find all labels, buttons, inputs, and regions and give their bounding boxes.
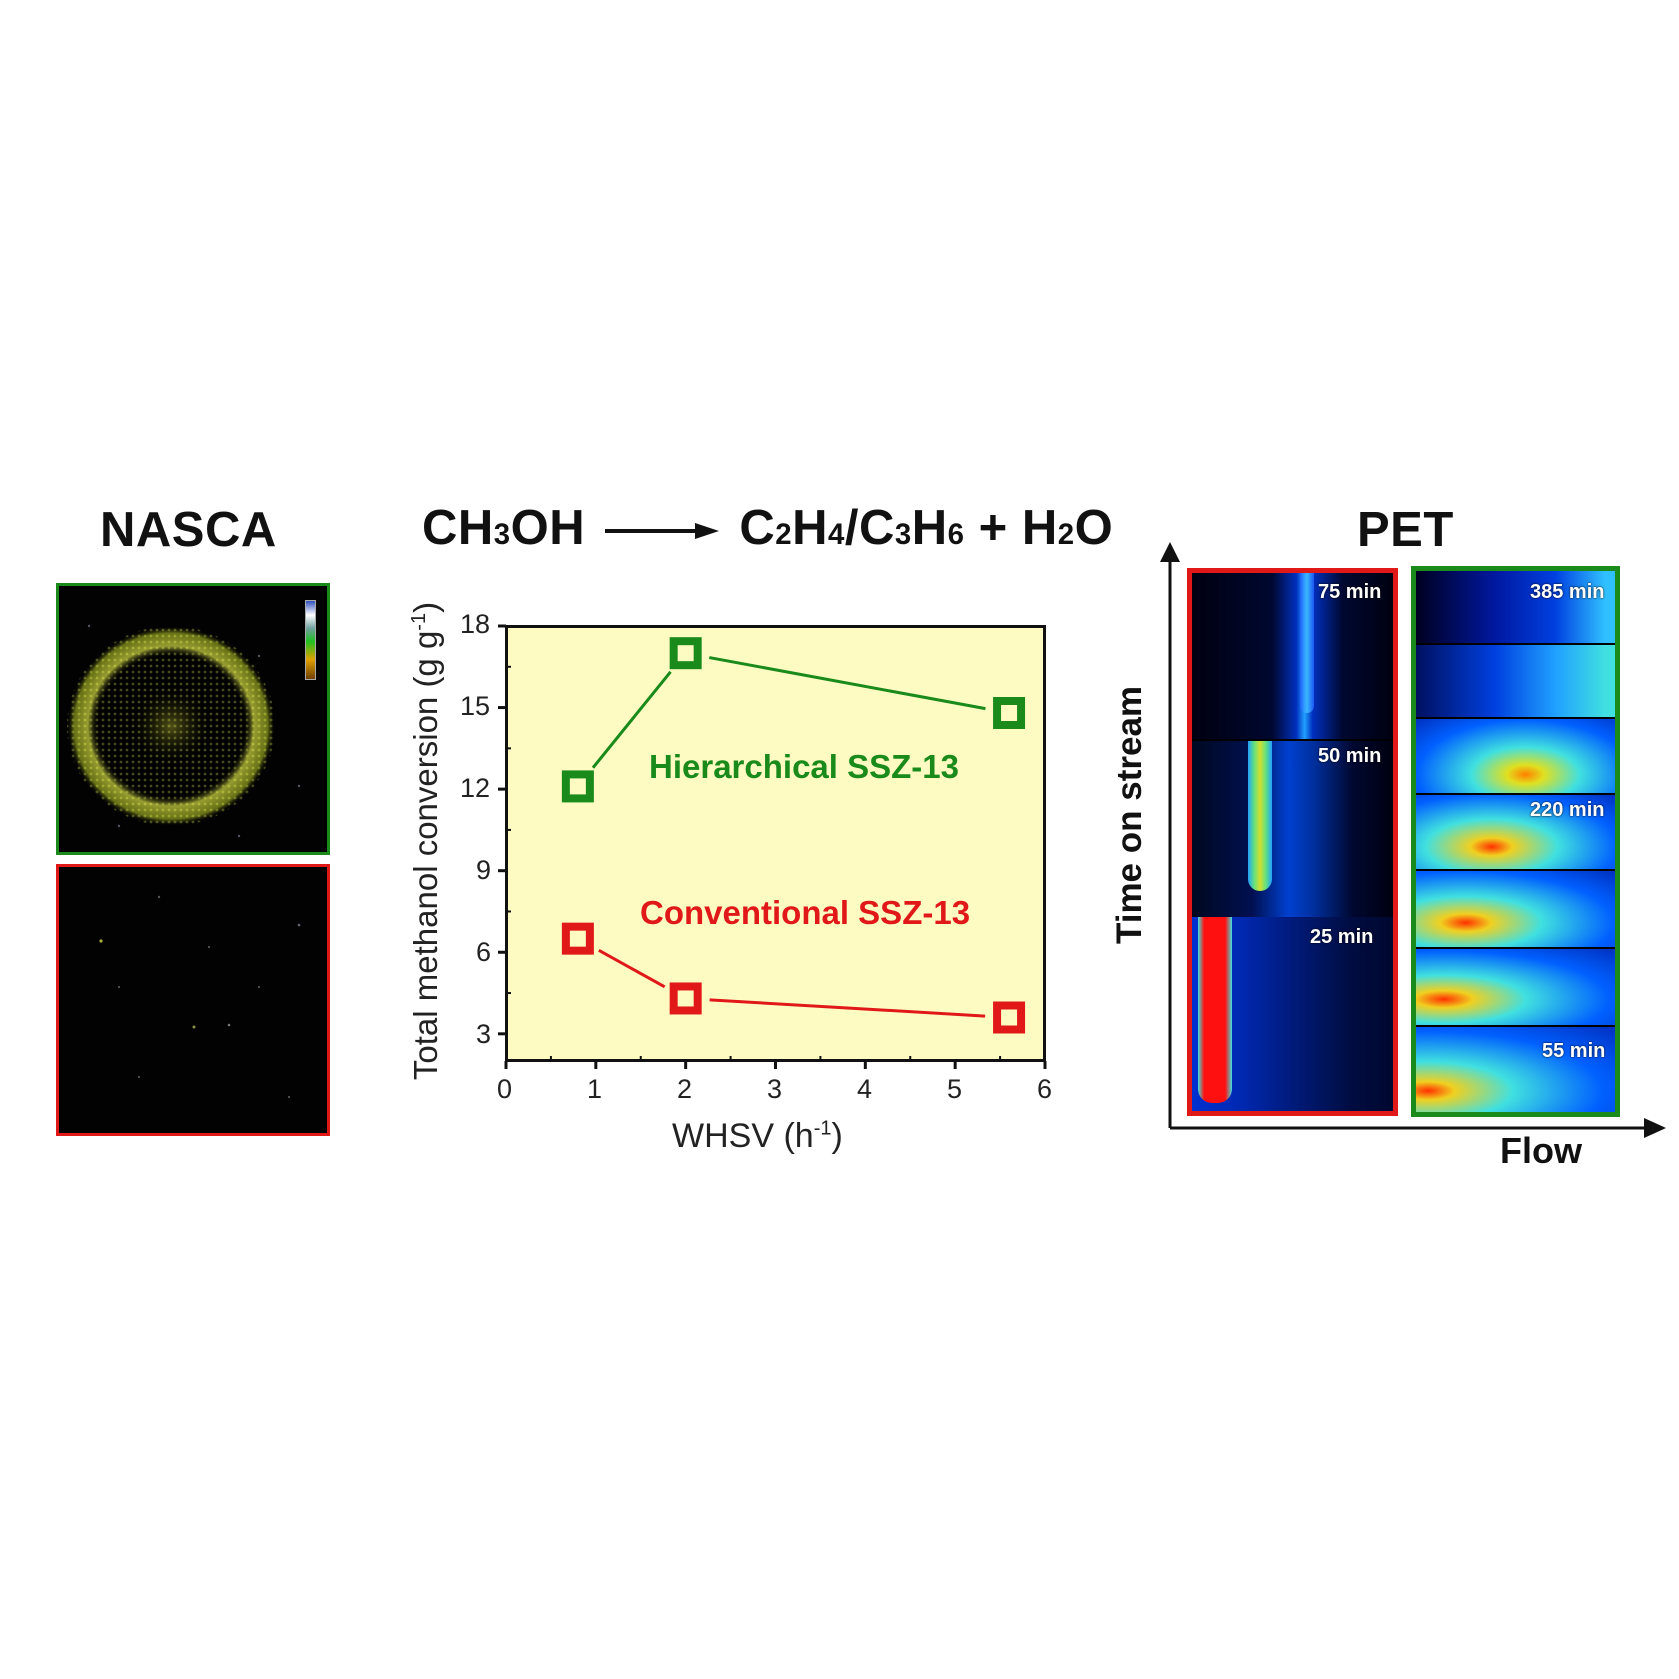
- data-point-marker: [993, 697, 1026, 729]
- pet-conv-label-50: 50 min: [1318, 745, 1382, 767]
- pet-title: PET: [1357, 503, 1454, 557]
- pet-hier-frame-1: [1416, 571, 1615, 643]
- right-arrow-icon: [1644, 1118, 1666, 1138]
- flow-label: Flow: [1500, 1130, 1582, 1171]
- data-point-marker: [561, 922, 594, 955]
- ytick-18: 18: [460, 609, 491, 639]
- products: C2H4/C3H6 + H2O: [739, 501, 1114, 555]
- pet-hier-label-55: 55 min: [1542, 1040, 1606, 1062]
- pet-axes: [1160, 542, 1666, 1138]
- colorbar: [305, 600, 316, 680]
- ytick-3: 3: [476, 1019, 492, 1049]
- ytick-9: 9: [476, 855, 492, 885]
- pet-conv-label-75: 75 min: [1318, 581, 1382, 603]
- nasca-ring-image: [67, 624, 301, 838]
- nasca-hierarchical-image: [56, 583, 330, 855]
- reaction-arrow-icon: [605, 523, 720, 540]
- pet-hierarchical-column: 385 min 220 min 55 min: [1411, 566, 1620, 1117]
- pet-hier-frame-4: [1416, 795, 1615, 869]
- nasca-conventional-image: [56, 864, 330, 1136]
- pet-conventional-column: 75 min 50 min 25 min: [1187, 568, 1398, 1116]
- pet-hier-frame-5: [1416, 871, 1615, 947]
- x-axis-title: WHSV (h-1): [672, 1117, 843, 1155]
- series-conventional-ssz-13: [561, 922, 1026, 1034]
- pet-hier-label-385: 385 min: [1530, 581, 1605, 603]
- time-on-stream-label: Time on stream: [1110, 685, 1149, 945]
- pet-hier-frame-3: [1416, 719, 1615, 793]
- conventional-label: Conventional SSZ-13: [640, 894, 971, 931]
- pet-conv-label-25: 25 min: [1310, 926, 1374, 948]
- xtick-2: 2: [677, 1074, 693, 1104]
- reactant: CH3OH: [422, 501, 586, 555]
- series-hierarchical-ssz-13: [561, 637, 1026, 803]
- up-arrow-icon: [1160, 542, 1180, 562]
- nasca-sparse-image: [99, 895, 301, 1099]
- nasca-title: NASCA: [100, 503, 277, 557]
- data-point-marker: [669, 637, 702, 670]
- pet-hier-frame-6: [1416, 949, 1615, 1025]
- ytick-6: 6: [476, 937, 492, 967]
- ytick-12: 12: [460, 773, 491, 803]
- hierarchical-label: Hierarchical SSZ-13: [649, 748, 959, 785]
- pet-hier-frame-2: [1416, 645, 1615, 717]
- pet-hier-label-220: 220 min: [1530, 799, 1605, 821]
- plot-area: [505, 625, 1046, 1062]
- y-axis-title: Total methanol conversion (g g-1): [407, 601, 444, 1081]
- pet-conv-frame-25: [1192, 917, 1393, 1111]
- xtick-3: 3: [767, 1074, 783, 1104]
- xtick-0: 0: [497, 1074, 513, 1104]
- xtick-4: 4: [857, 1074, 873, 1104]
- reaction-equation: CH3OH C2H4/C3H6 + H2O: [422, 500, 1113, 556]
- ytick-15: 15: [460, 691, 491, 721]
- xtick-6: 6: [1037, 1074, 1053, 1104]
- pet-conv-frame-75: [1192, 573, 1393, 739]
- data-point-marker: [669, 982, 702, 1015]
- pet-conv-frame-50: [1192, 741, 1393, 917]
- data-point-marker: [561, 770, 594, 803]
- data-point-marker: [993, 1001, 1026, 1034]
- pet-hier-frame-7: [1416, 1027, 1615, 1112]
- xtick-1: 1: [587, 1074, 603, 1104]
- xtick-5: 5: [947, 1074, 963, 1104]
